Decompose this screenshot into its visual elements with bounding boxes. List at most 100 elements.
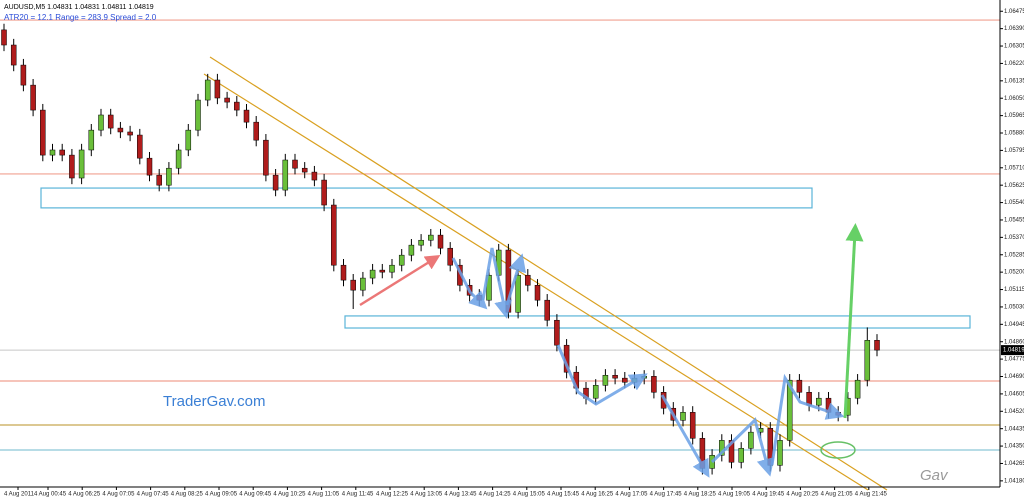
- y-tick-label: 1.05540: [1004, 200, 1024, 206]
- annotations: [359, 223, 864, 478]
- x-tick-label: 4 Aug 15:05: [513, 492, 546, 498]
- candle-body: [864, 340, 871, 381]
- candle-body: [360, 277, 366, 291]
- x-tick-label: 4 Aug 06:25: [68, 492, 101, 498]
- watermark: TraderGav.com: [163, 393, 266, 410]
- x-tick-label: 4 Aug 10:25: [273, 492, 306, 498]
- x-tick-label: 4 Aug 11:05: [308, 492, 340, 498]
- x-tick-label: 4 Aug 12:25: [376, 492, 409, 498]
- y-tick-label: 1.05030: [1004, 305, 1024, 311]
- arrow: [710, 417, 775, 477]
- candle-body: [525, 274, 531, 286]
- x-tick-label: 4 Aug 07:05: [102, 492, 135, 498]
- trend-line: [203, 73, 869, 491]
- candle-body: [185, 129, 192, 151]
- arrow: [481, 247, 512, 319]
- candle-body: [49, 149, 56, 156]
- candle-body: [156, 174, 162, 186]
- x-tick-label: 4 Aug 13:05: [410, 492, 443, 498]
- y-tick-label: 1.05115: [1004, 287, 1024, 293]
- x-tick-label: 4 Aug 18:25: [684, 492, 717, 498]
- x-tick-label: 4 Aug 17:45: [650, 492, 683, 498]
- candle-body: [40, 109, 46, 156]
- candle-body: [253, 121, 259, 141]
- candle-body: [728, 440, 735, 463]
- candle-body: [554, 319, 560, 346]
- candle-body: [719, 440, 725, 456]
- y-tick-label: 1.04350: [1004, 444, 1024, 450]
- y-tick-label: 1.04860: [1004, 339, 1024, 345]
- candle-body: [622, 377, 628, 383]
- candle-body: [282, 159, 289, 191]
- arrow: [843, 223, 864, 419]
- x-tick-label: 4 Aug 2011: [4, 492, 35, 498]
- candle-body: [30, 84, 36, 111]
- candle-body: [680, 412, 686, 421]
- arrow: [770, 373, 845, 466]
- x-tick-label: 4 Aug 16:25: [581, 492, 614, 498]
- candle-body: [137, 134, 143, 159]
- candle-body: [369, 269, 376, 279]
- header: AUDUSD,M5 1.04831 1.04831 1.04811 1.0481…: [4, 4, 154, 11]
- candle-body: [651, 376, 657, 393]
- candle-body: [816, 397, 822, 406]
- candles: [1, 23, 880, 475]
- zone: [344, 315, 971, 329]
- candle-body: [748, 431, 754, 449]
- y-tick-label: 1.05625: [1004, 183, 1024, 189]
- candle-body: [854, 379, 861, 399]
- highlight-ellipse: [820, 441, 856, 459]
- y-tick-label: 1.06050: [1004, 96, 1024, 102]
- candle-body: [292, 159, 298, 169]
- candle-body: [234, 101, 240, 111]
- current-price-box: [1001, 345, 1024, 356]
- candle-body: [175, 149, 182, 169]
- candle-body: [428, 234, 434, 241]
- x-tick-label: 4 Aug 15:45: [547, 492, 580, 498]
- x-tick-label: 4 Aug 08:25: [171, 492, 204, 498]
- y-tick-label: 1.05370: [1004, 235, 1024, 241]
- y-tick-label: 1.05880: [1004, 131, 1024, 137]
- levels: [0, 19, 1000, 451]
- x-tick-label: 4 Aug 21:45: [855, 492, 888, 498]
- trend-lines: [203, 56, 888, 491]
- zone: [40, 187, 813, 209]
- candle-body: [59, 149, 65, 156]
- y-tick-label: 1.04520: [1004, 409, 1024, 415]
- y-tick-label: 1.06390: [1004, 26, 1024, 32]
- candle-body: [398, 254, 405, 266]
- arrow: [660, 394, 710, 478]
- x-axis: 4 Aug 2011 4 Aug 00:45 4 Aug 06:25 4 Aug 07…: [4, 487, 887, 498]
- candle-body: [272, 174, 279, 191]
- candle-body: [447, 247, 453, 266]
- candle-body: [224, 97, 230, 103]
- x-tick-label: 4 Aug 19:45: [752, 492, 785, 498]
- candle-body: [166, 167, 172, 186]
- candle-body: [78, 149, 85, 179]
- y-tick-label: 1.05710: [1004, 165, 1024, 171]
- y-tick-label: 1.04945: [1004, 322, 1024, 328]
- x-tick-label: 4 Aug 13:45: [444, 492, 477, 498]
- arrow: [451, 257, 488, 310]
- candle-body: [874, 340, 880, 351]
- candle-body: [544, 299, 550, 321]
- candle-body: [195, 99, 201, 131]
- candle-body: [321, 179, 327, 206]
- y-tick-label: 1.05200: [1004, 270, 1024, 276]
- candle-body: [331, 204, 337, 266]
- x-tick-label: 4 Aug 09:45: [239, 492, 272, 498]
- candle-body: [612, 375, 618, 379]
- candle-body: [777, 440, 783, 466]
- candle-body: [88, 129, 95, 151]
- candle-body: [117, 127, 124, 133]
- y-tick-label: 1.05285: [1004, 252, 1024, 258]
- y-axis: 1.06475 1.06390 1.06305 1.06220 1.06135 1.060…: [1000, 9, 1024, 484]
- candle-body: [214, 79, 221, 99]
- arrow: [359, 255, 441, 307]
- candle-body: [738, 448, 744, 463]
- candle-body: [301, 167, 308, 173]
- y-tick-label: 1.06475: [1004, 9, 1024, 15]
- y-tick-label: 1.06135: [1004, 78, 1024, 84]
- y-tick-label: 1.04265: [1004, 461, 1024, 467]
